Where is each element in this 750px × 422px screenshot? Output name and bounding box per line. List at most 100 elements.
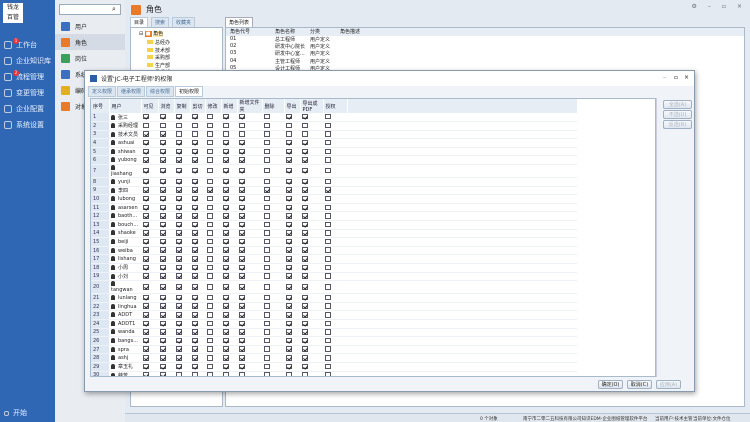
permission-checkbox[interactable] <box>223 372 229 376</box>
maximize-icon[interactable]: ▫ <box>721 3 726 10</box>
permission-checkbox[interactable] <box>325 355 331 361</box>
permission-checkbox[interactable] <box>264 195 270 202</box>
permission-checkbox[interactable] <box>239 238 245 245</box>
permission-checkbox[interactable] <box>223 221 229 228</box>
permission-checkbox[interactable] <box>325 256 331 262</box>
permission-checkbox[interactable] <box>286 256 292 262</box>
permission-checkbox[interactable] <box>160 221 166 228</box>
permission-checkbox[interactable] <box>160 187 166 193</box>
permission-checkbox[interactable] <box>160 113 166 120</box>
permission-checkbox[interactable] <box>302 187 308 193</box>
permission-checkbox[interactable] <box>302 256 308 262</box>
permission-checkbox[interactable] <box>264 363 270 370</box>
permission-checkbox[interactable] <box>207 213 213 219</box>
permission-checkbox[interactable] <box>325 312 331 318</box>
permission-checkbox[interactable] <box>160 178 166 185</box>
permission-checkbox[interactable] <box>286 131 292 137</box>
permission-checkbox[interactable] <box>286 294 292 301</box>
permission-checkbox[interactable] <box>192 264 198 271</box>
permission-checkbox[interactable] <box>264 256 270 262</box>
permission-checkbox[interactable] <box>143 187 149 193</box>
permission-checkbox[interactable] <box>325 320 331 327</box>
permission-checkbox[interactable] <box>264 178 270 185</box>
permission-checkbox[interactable] <box>143 256 149 262</box>
permission-checkbox[interactable] <box>302 213 308 219</box>
permission-checkbox[interactable] <box>325 157 331 163</box>
permission-checkbox[interactable] <box>325 372 331 376</box>
permission-checkbox[interactable] <box>192 238 198 245</box>
permission-checkbox[interactable] <box>239 312 245 318</box>
permission-checkbox[interactable] <box>264 346 270 352</box>
permission-checkbox[interactable] <box>325 204 331 211</box>
permission-checkbox[interactable] <box>325 303 331 309</box>
permission-checkbox[interactable] <box>223 139 229 146</box>
scrollbar[interactable] <box>656 98 661 377</box>
permission-checkbox[interactable] <box>192 303 198 309</box>
permission-checkbox[interactable] <box>143 294 149 301</box>
permission-checkbox[interactable] <box>223 230 229 236</box>
list-item[interactable]: 01 总工程师 用户定义 <box>230 36 331 43</box>
permission-checkbox[interactable] <box>207 230 213 236</box>
permission-checkbox[interactable] <box>192 355 198 361</box>
permission-checkbox[interactable] <box>239 247 245 253</box>
permission-checkbox[interactable] <box>325 113 331 120</box>
permission-checkbox[interactable] <box>286 122 292 129</box>
permission-checkbox[interactable] <box>286 372 292 376</box>
permission-checkbox[interactable] <box>302 273 308 279</box>
permission-checkbox[interactable] <box>239 346 245 352</box>
permission-checkbox[interactable] <box>160 238 166 245</box>
permission-checkbox[interactable] <box>302 167 308 174</box>
permission-checkbox[interactable] <box>239 355 245 361</box>
permission-checkbox[interactable] <box>143 238 149 245</box>
close-icon[interactable]: × <box>736 3 742 10</box>
ok-button[interactable]: 确定(O) <box>598 380 623 389</box>
permission-checkbox[interactable] <box>264 122 270 129</box>
permission-checkbox[interactable] <box>325 247 331 253</box>
permission-checkbox[interactable] <box>286 195 292 202</box>
permission-checkbox[interactable] <box>223 363 229 370</box>
permission-checkbox[interactable] <box>223 113 229 120</box>
permission-checkbox[interactable] <box>192 157 198 163</box>
permission-checkbox[interactable] <box>143 303 149 309</box>
permission-checkbox[interactable] <box>239 273 245 279</box>
permission-checkbox[interactable] <box>223 122 229 129</box>
column-header[interactable]: 角色描述 <box>340 29 361 35</box>
dialog-close-icon[interactable]: × <box>683 74 689 81</box>
permission-checkbox[interactable] <box>192 195 198 202</box>
permission-checkbox[interactable] <box>302 247 308 253</box>
permission-checkbox[interactable] <box>176 221 182 228</box>
permission-checkbox[interactable] <box>176 346 182 352</box>
permission-checkbox[interactable] <box>223 346 229 352</box>
permission-checkbox[interactable] <box>264 264 270 271</box>
column-header[interactable]: 新增文件夹 <box>237 99 263 113</box>
permission-checkbox[interactable] <box>286 355 292 361</box>
permission-checkbox[interactable] <box>192 122 198 129</box>
permission-checkbox[interactable] <box>264 320 270 327</box>
settings-icon[interactable]: ⚙ <box>691 3 697 10</box>
permission-checkbox[interactable] <box>143 122 149 129</box>
permission-checkbox[interactable] <box>143 113 149 120</box>
permission-checkbox[interactable] <box>192 256 198 262</box>
permission-checkbox[interactable] <box>160 363 166 370</box>
permission-checkbox[interactable] <box>239 139 245 146</box>
permission-checkbox[interactable] <box>143 355 149 361</box>
permission-checkbox[interactable] <box>207 294 213 301</box>
tree-item[interactable]: 采购部 <box>131 54 222 62</box>
permission-checkbox[interactable] <box>176 264 182 271</box>
permission-checkbox[interactable] <box>143 167 149 174</box>
permission-checkbox[interactable] <box>264 157 270 163</box>
permission-checkbox[interactable] <box>192 187 198 193</box>
permission-checkbox[interactable] <box>223 213 229 219</box>
permission-checkbox[interactable] <box>264 238 270 245</box>
permission-checkbox[interactable] <box>286 157 292 163</box>
permission-checkbox[interactable] <box>207 122 213 129</box>
permission-checkbox[interactable] <box>160 247 166 253</box>
permission-checkbox[interactable] <box>302 363 308 370</box>
permission-checkbox[interactable] <box>302 204 308 211</box>
permission-checkbox[interactable] <box>302 230 308 236</box>
permission-checkbox[interactable] <box>207 238 213 245</box>
permission-checkbox[interactable] <box>143 221 149 228</box>
permission-checkbox[interactable] <box>207 195 213 202</box>
permission-checkbox[interactable] <box>302 294 308 301</box>
permission-checkbox[interactable] <box>302 355 308 361</box>
